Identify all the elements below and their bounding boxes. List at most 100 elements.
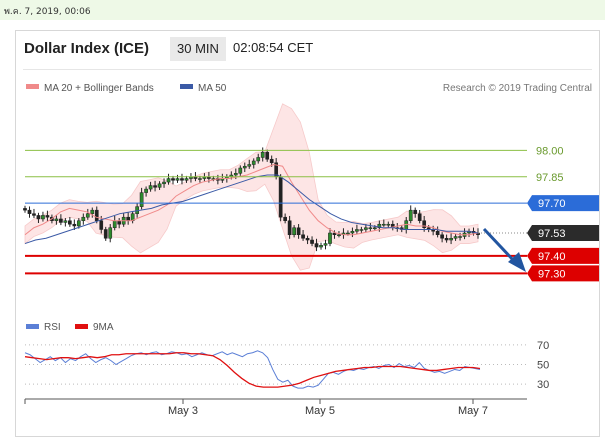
candle-body xyxy=(372,227,377,229)
rsi-tick-50: 50 xyxy=(537,360,549,372)
candle-body xyxy=(99,220,104,230)
candle-body xyxy=(256,157,261,162)
x-tick-label: May 7 xyxy=(458,405,488,417)
level-label-97.70: 97.70 xyxy=(538,198,566,210)
candle-body xyxy=(337,234,341,237)
candle-body xyxy=(350,230,355,234)
bollinger-band xyxy=(24,103,479,271)
candle-body xyxy=(94,209,99,221)
x-tick-label: May 3 xyxy=(168,405,198,417)
level-label-97.30: 97.30 xyxy=(538,268,566,280)
candle-body xyxy=(27,209,32,214)
candle-body xyxy=(292,227,296,236)
candle-body xyxy=(301,234,305,239)
level-label-98.00: 98.00 xyxy=(536,145,564,157)
candle-body xyxy=(314,243,319,248)
rsi-ma-line xyxy=(24,352,481,388)
candle-body xyxy=(157,183,162,188)
candle-body xyxy=(68,220,72,225)
candle-body xyxy=(368,227,373,229)
candle-body xyxy=(449,238,453,241)
level-label-97.53: 97.53 xyxy=(538,228,566,240)
candle-body xyxy=(413,209,418,214)
candle-body xyxy=(444,238,449,241)
candle-body xyxy=(453,236,458,239)
chart-time: 02:08:54 CET xyxy=(233,40,314,55)
candle-body xyxy=(435,230,440,236)
candle-body xyxy=(381,223,386,226)
candle-body xyxy=(171,178,175,181)
candle-body xyxy=(112,220,117,228)
date-bar: พ.ค. 7, 2019, 00:06 xyxy=(0,0,605,20)
candle-body xyxy=(287,220,292,236)
forecast-arrow xyxy=(482,227,526,272)
candle-body xyxy=(296,227,301,236)
x-tick-label: May 5 xyxy=(305,405,335,417)
candle-body xyxy=(184,178,189,181)
candle-body xyxy=(41,215,45,220)
rsi-tick-70: 70 xyxy=(537,340,549,352)
candle-body xyxy=(328,232,332,244)
candle-body xyxy=(269,158,274,163)
candle-body xyxy=(63,220,68,223)
rsi-ma-legend-label: 9MA xyxy=(93,322,114,333)
candle-body xyxy=(144,188,148,193)
rsi-line xyxy=(24,350,481,389)
level-tag-97.40 xyxy=(527,247,599,264)
candle-body xyxy=(81,216,86,221)
x-axis: May 3 May 5 May 7 xyxy=(24,398,527,417)
candle-body xyxy=(265,151,270,160)
candle-body xyxy=(126,216,131,221)
levels-layer: 98.00 97.85 97.70 97.53 97.40 97.30 xyxy=(25,145,599,282)
candle-body xyxy=(72,223,77,227)
candle-body xyxy=(422,220,427,228)
chart-title: Dollar Index (ICE) xyxy=(24,40,150,57)
level-tag-97.70 xyxy=(527,195,599,212)
candle-body xyxy=(23,208,27,211)
candle-body xyxy=(278,176,283,218)
candle-body xyxy=(386,223,391,226)
level-tag-97.53 xyxy=(527,225,599,241)
candle-body xyxy=(162,181,166,185)
candle-body xyxy=(76,220,81,227)
candle-body xyxy=(139,192,144,207)
candle-body xyxy=(117,220,122,225)
candle-body xyxy=(233,173,238,176)
candle-body xyxy=(305,238,310,241)
candle-body xyxy=(319,245,323,248)
ma20-legend-swatch xyxy=(26,84,39,89)
candle-body xyxy=(238,167,243,174)
candle-body xyxy=(247,164,252,167)
level-tag-97.30 xyxy=(527,265,599,282)
rsi-layer: 70 50 30 xyxy=(24,340,549,391)
candle-body xyxy=(355,229,359,232)
candle-body xyxy=(377,223,382,228)
level-label-97.85: 97.85 xyxy=(536,172,564,184)
candle-body xyxy=(45,215,50,218)
candle-body xyxy=(180,178,184,181)
credit-label: Research © 2019 Trading Central xyxy=(443,83,592,94)
candle-body xyxy=(103,229,108,239)
datetime-label: พ.ค. 7, 2019, 00:06 xyxy=(4,7,91,17)
candle-body xyxy=(242,165,247,169)
rsi-legend-swatch xyxy=(26,324,39,329)
ma20-legend-label: MA 20 + Bollinger Bands xyxy=(44,83,154,94)
candle-body xyxy=(32,213,36,216)
candle-body xyxy=(166,178,171,183)
candle-body xyxy=(458,236,462,238)
candle-body xyxy=(175,178,180,181)
candle-body xyxy=(404,220,409,230)
ma20-line xyxy=(24,163,479,236)
ma50-legend-swatch xyxy=(180,84,193,89)
candle-body xyxy=(59,218,63,223)
rsi-tick-30: 30 xyxy=(537,379,549,391)
timeframe-badge[interactable]: 30 MIN xyxy=(170,37,226,61)
candle-body xyxy=(359,229,364,231)
candle-body xyxy=(36,215,41,220)
candle-body xyxy=(310,239,314,244)
candle-body xyxy=(417,213,422,221)
candle-body xyxy=(251,160,256,165)
rsi-ma-legend-swatch xyxy=(75,324,88,329)
price-layer xyxy=(23,103,480,271)
